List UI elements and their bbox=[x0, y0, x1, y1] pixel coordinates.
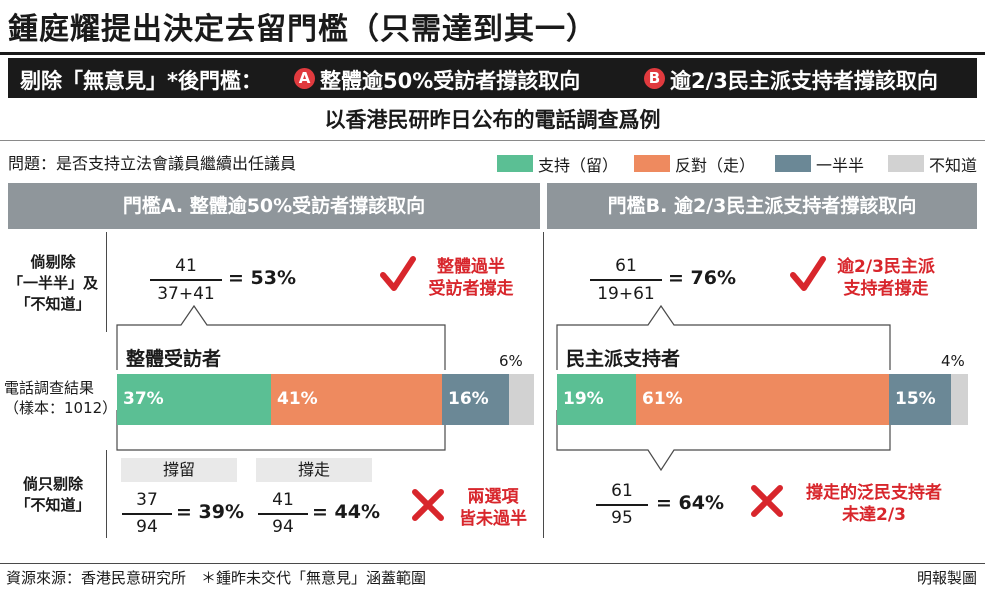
segment-label: 16% bbox=[448, 389, 489, 409]
row-label-rule bbox=[106, 450, 107, 538]
legend-swatch-half bbox=[775, 155, 811, 172]
segment-support: 19% bbox=[557, 374, 636, 425]
fraction-denominator: 94 bbox=[272, 517, 294, 537]
fraction-result: = 76% bbox=[668, 267, 737, 289]
segment-label: 41% bbox=[277, 389, 318, 409]
fraction-result: = 53% bbox=[228, 267, 297, 289]
segment-dontknow bbox=[509, 374, 534, 425]
segment-label: 15% bbox=[895, 389, 936, 409]
tag-stay: 撐留 bbox=[121, 458, 237, 482]
panel-b-header: 門檻B. 逾2/3民主派支持者撐該取向 bbox=[547, 183, 977, 229]
page-title: 鍾庭耀提出決定去留門檻（只需達到其一） bbox=[8, 12, 597, 47]
segment-label: 61% bbox=[642, 389, 683, 409]
fraction-denominator: 94 bbox=[136, 517, 158, 537]
segment-half: 16% bbox=[442, 374, 509, 425]
row-label-exclude-dontknow: 倘只剔除 「不知道」 bbox=[15, 475, 91, 514]
group-label-all: 整體受訪者 bbox=[126, 348, 222, 370]
segment-label: 6% bbox=[499, 352, 523, 370]
fraction-numerator: 61 bbox=[615, 256, 637, 276]
row-label-survey: 電話調查結果 （樣本：1012） bbox=[4, 379, 118, 417]
segment-label: 19% bbox=[563, 389, 604, 409]
fraction-denominator: 95 bbox=[611, 508, 633, 528]
survey-question: 問題：是否支持立法會議員繼續出任議員 bbox=[8, 154, 297, 173]
banner-threshold-a: 整體逾50%受訪者撐該取向 bbox=[320, 69, 581, 93]
fraction-bar bbox=[596, 504, 648, 506]
row-label-exclude-both: 倘剔除 「一半半」及 「不知道」 bbox=[7, 253, 98, 313]
check-icon bbox=[380, 256, 416, 291]
fraction-bar bbox=[258, 513, 308, 515]
cross-icon bbox=[751, 485, 783, 517]
panel-a-header: 門檻A. 整體逾50%受訪者撐該取向 bbox=[8, 183, 540, 229]
row-label-rule bbox=[106, 232, 107, 332]
fraction-bar bbox=[150, 279, 222, 281]
fraction-numerator: 41 bbox=[272, 490, 294, 510]
fraction-denominator: 19+61 bbox=[597, 284, 655, 304]
legend-label-oppose: 反對（走） bbox=[675, 156, 756, 175]
fraction-result: = 39% bbox=[176, 501, 245, 523]
source-note: 資源來源：香港民意研究所 ＊鍾昨未交代「無意見」涵蓋範圍 bbox=[6, 569, 427, 587]
fraction-numerator: 37 bbox=[136, 490, 158, 510]
credit: 明報製圖 bbox=[916, 569, 977, 587]
subtitle: 以香港民研昨日公布的電話調查爲例 bbox=[324, 108, 661, 132]
segment-half: 15% bbox=[889, 374, 951, 425]
tag-go: 撐走 bbox=[256, 458, 372, 482]
marker-b-icon: B bbox=[644, 68, 665, 89]
legend-swatch-dontknow bbox=[888, 155, 924, 172]
segment-label: 4% bbox=[941, 352, 965, 370]
verdict-a2: 兩選項 皆未過半 bbox=[459, 487, 527, 529]
legend-swatch-support bbox=[497, 155, 533, 172]
verdict-a1: 整體過半 受訪者撐走 bbox=[428, 257, 514, 299]
group-label-democrats: 民主派支持者 bbox=[566, 348, 681, 370]
legend-label-dontknow: 不知道 bbox=[929, 156, 978, 175]
panel-separator bbox=[543, 232, 544, 538]
segment-oppose: 61% bbox=[636, 374, 889, 425]
marker-a-icon: A bbox=[294, 68, 315, 89]
callout-bracket-a bbox=[116, 304, 446, 451]
fraction-numerator: 61 bbox=[611, 481, 633, 501]
fraction-bar bbox=[590, 279, 662, 281]
segment-support: 37% bbox=[117, 374, 271, 425]
footer-rule bbox=[0, 563, 985, 564]
fraction-numerator: 41 bbox=[175, 256, 197, 276]
verdict-b2: 撐走的泛民支持者 未達2/3 bbox=[806, 483, 942, 525]
legend-label-half: 一半半 bbox=[816, 156, 865, 175]
divider bbox=[0, 140, 985, 141]
fraction-denominator: 37+41 bbox=[157, 284, 215, 304]
banner-lead: 剔除「無意見」*後門檻： bbox=[20, 69, 262, 93]
fraction-bar bbox=[122, 513, 172, 515]
fraction-result: = 64% bbox=[656, 492, 725, 514]
threshold-banner: 剔除「無意見」*後門檻： A 整體逾50%受訪者撐該取向 B 逾2/3民主派支持… bbox=[8, 58, 977, 98]
banner-threshold-b: 逾2/3民主派支持者撐該取向 bbox=[670, 69, 938, 93]
title-rule bbox=[0, 52, 985, 55]
verdict-b1: 逾2/3民主派 支持者撐走 bbox=[837, 257, 935, 299]
cross-icon bbox=[412, 489, 444, 521]
legend-label-support: 支持（留） bbox=[538, 156, 619, 175]
legend-swatch-oppose bbox=[634, 155, 670, 172]
segment-label: 37% bbox=[123, 389, 164, 409]
check-icon bbox=[790, 256, 826, 291]
callout-bracket-b bbox=[556, 304, 891, 472]
segment-dontknow bbox=[951, 374, 968, 425]
segment-oppose: 41% bbox=[271, 374, 442, 425]
fraction-result: = 44% bbox=[312, 501, 381, 523]
